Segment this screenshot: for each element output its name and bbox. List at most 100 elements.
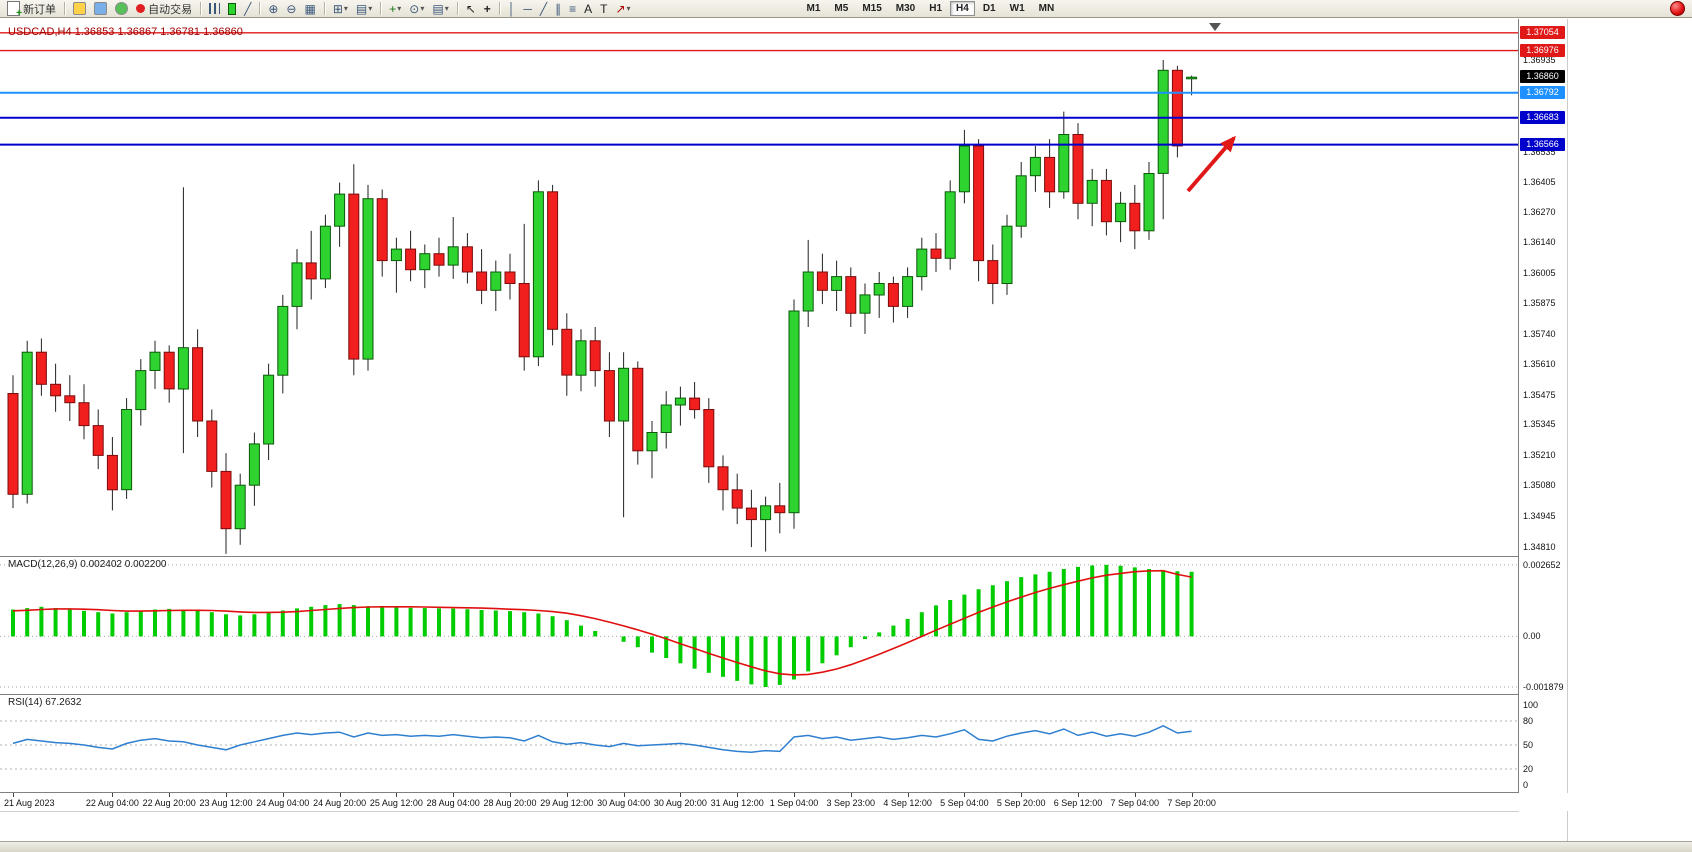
rsi-axis-label: 0	[1523, 780, 1529, 790]
candle-bearish	[405, 248, 417, 271]
fibonacci-button[interactable]: ≡	[566, 1, 579, 17]
rsi-axis-label: 80	[1523, 716, 1534, 726]
macd-indicator-pane[interactable]: MACD(12,26,9) 0.002402 0.002200	[0, 557, 1518, 694]
new-chart-button[interactable]: ⊞ ▾	[330, 1, 351, 17]
candle-bearish	[689, 397, 701, 411]
cursor-button[interactable]: ↖	[463, 1, 479, 17]
zoom-in-button[interactable]: ⊕	[265, 1, 281, 17]
periods-button[interactable]: ⊙ ▾	[406, 1, 427, 17]
time-axis-label: 21 Aug 2023	[4, 798, 55, 808]
time-tick	[907, 793, 909, 797]
candle-bullish	[760, 505, 772, 521]
timeframe-button-h1[interactable]: H1	[929, 3, 943, 14]
candle-bullish	[1086, 179, 1098, 204]
zoom-out-button[interactable]: ⊖	[283, 1, 299, 17]
crosshair-button[interactable]: +	[481, 1, 494, 17]
time-axis-label: 28 Aug 04:00	[426, 798, 480, 808]
timeframe-button-m30[interactable]: M30	[895, 3, 916, 14]
price-level-badge: 1.36976	[1520, 43, 1565, 57]
templates-button[interactable]: ▤ ▾	[429, 1, 451, 17]
candle-bearish	[561, 328, 573, 376]
vertical-line-button[interactable]: │	[505, 1, 519, 17]
macd-canvas[interactable]	[0, 557, 1518, 694]
timeframe-button-mn[interactable]: MN	[1038, 3, 1055, 14]
time-tick	[1191, 793, 1193, 797]
crosshair-icon: +	[483, 1, 491, 16]
time-axis[interactable]: 21 Aug 2023 22 Aug 04:00 22 Aug 20:00 23 Au…	[0, 793, 1568, 811]
candle-bearish	[504, 271, 516, 284]
candle-bullish	[1143, 173, 1155, 232]
price-axis[interactable]: 1.36935 1.36535 1.36405 1.36270 1.36140 1.360…	[1519, 19, 1567, 841]
price-level-badge: 1.36683	[1520, 110, 1565, 124]
candle-bearish	[433, 253, 445, 266]
timeframe-button-m1[interactable]: M1	[806, 3, 821, 14]
trendline-button[interactable]: ╱	[537, 1, 550, 17]
text-button[interactable]: A	[581, 1, 595, 17]
rsi-label: RSI(14) 67.2632	[8, 697, 82, 708]
chevron-down-icon: ▾	[397, 4, 402, 13]
timeframe-button-m15[interactable]: M15	[862, 3, 882, 14]
pane-separator[interactable]	[0, 694, 1568, 695]
candle-bullish	[447, 246, 459, 266]
auto-trading-label: 自动交易	[148, 3, 193, 16]
candle-bullish	[958, 145, 970, 193]
text-label-button[interactable]: T	[597, 1, 610, 17]
main-chart-pane[interactable]: USDCAD,H4 1.36853 1.36867 1.36781 1.3686…	[0, 19, 1518, 556]
candlestick-chart-canvas[interactable]	[0, 19, 1518, 556]
data-window-button[interactable]	[91, 1, 110, 17]
chevron-down-icon: ▾	[420, 4, 425, 13]
macd-signal-line	[12, 569, 1192, 676]
time-tick	[850, 793, 852, 797]
candle-bearish	[745, 507, 757, 521]
rsi-indicator-pane[interactable]: RSI(14) 67.2632	[0, 695, 1518, 792]
candle-bearish	[845, 276, 857, 314]
indicators-button[interactable]: + ▾	[386, 1, 404, 17]
timeframe-button-m5[interactable]: M5	[834, 3, 849, 14]
candle-bullish	[618, 367, 630, 422]
candle-bullish	[490, 271, 502, 291]
new-order-button[interactable]: 新订单	[4, 1, 59, 19]
time-tick	[112, 793, 114, 797]
tile-windows-button[interactable]: ▦	[301, 1, 318, 17]
chevron-down-icon: ▾	[444, 4, 449, 13]
channel-button[interactable]: ∥	[552, 1, 564, 17]
rsi-canvas[interactable]	[0, 695, 1518, 792]
time-tick	[226, 793, 227, 797]
time-axis-label: 5 Sep 20:00	[996, 798, 1046, 808]
candle-bearish	[1129, 202, 1141, 232]
pane-separator	[0, 811, 1568, 812]
time-axis-label: 3 Sep 23:00	[826, 798, 876, 808]
candle-bullish	[277, 305, 289, 376]
status-bar	[0, 841, 1692, 852]
candlestick-chart-button[interactable]	[225, 1, 239, 17]
time-axis-label: 29 Aug 12:00	[540, 798, 594, 808]
time-tick	[282, 793, 284, 797]
arrows-button[interactable]: ↗ ▾	[612, 1, 633, 17]
indicators-icon: +	[389, 1, 397, 16]
bar-chart-button[interactable]	[206, 1, 223, 17]
auto-trading-button[interactable]: 自动交易	[133, 1, 195, 17]
rsi-line	[12, 724, 1192, 753]
time-axis-label: 23 Aug 12:00	[199, 798, 253, 808]
line-chart-button[interactable]: ╱	[241, 1, 254, 17]
timeframe-button-w1[interactable]: W1	[1009, 3, 1025, 14]
toolbar-separator	[200, 2, 202, 15]
navigator-button[interactable]	[112, 1, 131, 17]
candle-bullish	[362, 198, 374, 360]
notification-icon[interactable]	[1670, 1, 1685, 16]
time-tick	[510, 793, 511, 797]
profiles-button[interactable]: ▤ ▾	[353, 1, 375, 17]
candle-bullish	[802, 271, 814, 312]
market-watch-icon	[73, 2, 87, 15]
candle-bullish	[1001, 225, 1013, 284]
market-watch-button[interactable]	[70, 1, 89, 17]
time-tick	[1078, 793, 1079, 797]
candle-bearish	[64, 395, 76, 404]
bar-chart-icon	[209, 3, 221, 14]
timeframe-button-h4[interactable]: H4	[950, 1, 975, 16]
timeframe-button-d1[interactable]: D1	[982, 3, 996, 14]
price-level-badge: 1.36860	[1520, 70, 1565, 84]
rsi-axis-label: 100	[1523, 700, 1539, 710]
pane-separator[interactable]	[0, 556, 1568, 557]
horizontal-line-button[interactable]: ─	[520, 1, 535, 17]
